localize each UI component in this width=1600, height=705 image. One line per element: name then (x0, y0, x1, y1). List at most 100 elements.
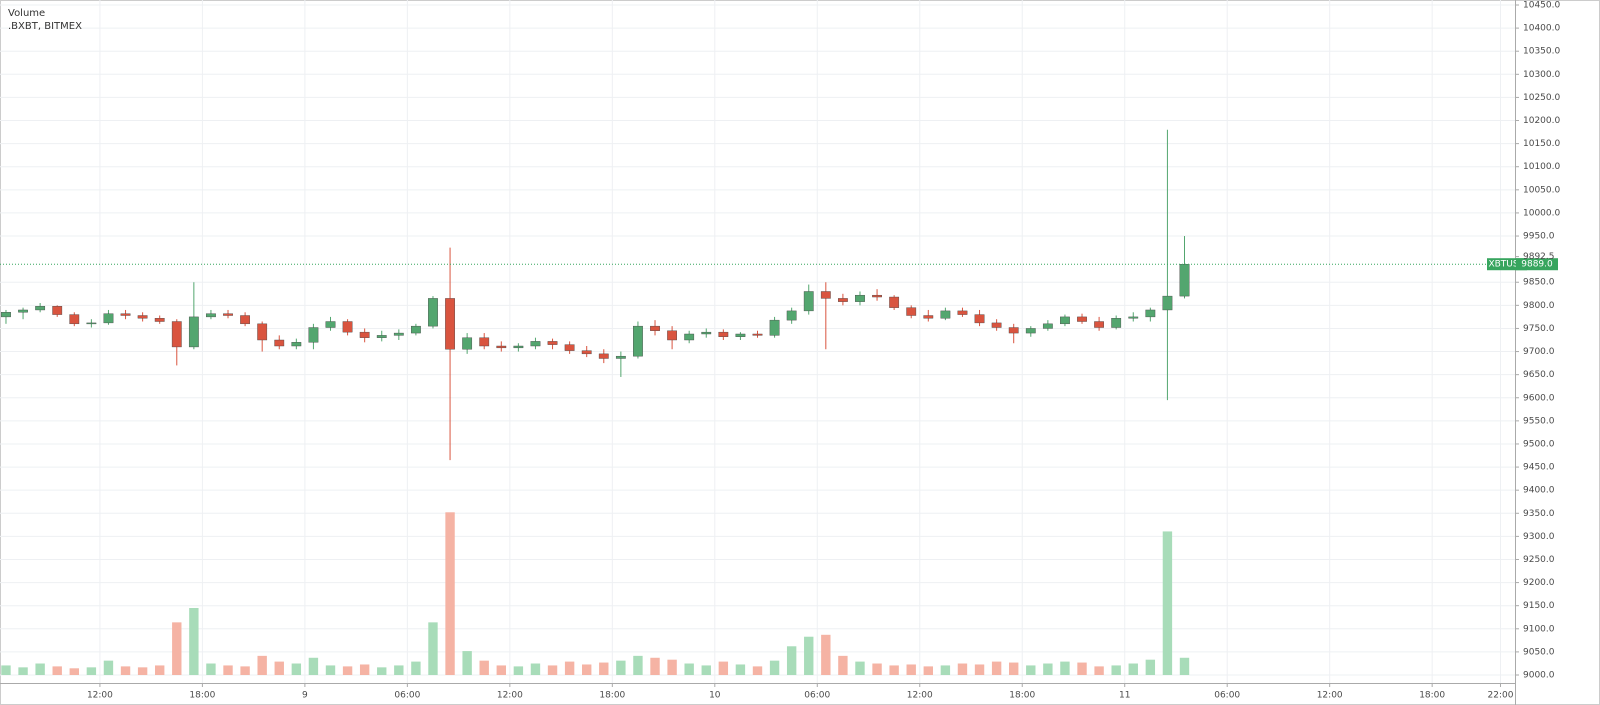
volume-bar (1026, 665, 1036, 675)
volume-bar (1060, 661, 1070, 675)
y-tick-label: 9250.0 (1523, 555, 1555, 565)
volume-bar (564, 661, 575, 675)
volume-bar (718, 661, 729, 675)
volume-bar (189, 608, 199, 675)
candle-body (1094, 321, 1104, 328)
x-tick-label: 06:00 (804, 691, 830, 701)
candle-body (547, 341, 558, 345)
y-tick-label: 9200.0 (1523, 578, 1555, 588)
candle-body (633, 325, 643, 357)
candle-body (479, 337, 490, 347)
x-tick-label: 18:00 (189, 691, 215, 701)
candle-body (974, 314, 985, 324)
volume-bar (377, 667, 387, 675)
candle-body (838, 298, 848, 302)
y-tick-label: 9000.0 (1523, 671, 1555, 681)
y-tick-label: 9150.0 (1523, 601, 1555, 611)
volume-bar (325, 665, 336, 675)
candle-body (684, 333, 695, 341)
volume-bar (223, 665, 233, 675)
candle-body (1, 312, 11, 318)
candle-body (615, 355, 626, 359)
y-tick-label: 10050.0 (1523, 185, 1560, 195)
candle-body (906, 307, 917, 316)
volume-bar (889, 665, 899, 675)
candle-body (786, 310, 797, 321)
x-tick-label: 12:00 (1317, 691, 1343, 701)
y-tick-label: 10150.0 (1523, 139, 1560, 149)
y-tick-label: 9050.0 (1523, 647, 1555, 657)
volume-bar (1128, 663, 1138, 675)
y-tick-label: 9650.0 (1523, 370, 1555, 380)
y-tick-label: 9350.0 (1523, 509, 1555, 519)
y-tick-label: 10200.0 (1523, 116, 1560, 126)
candle-body (701, 331, 712, 335)
legend-entry: Volume (8, 8, 45, 19)
candle-body (496, 345, 507, 349)
candle-body (223, 313, 233, 316)
volume-bar (923, 666, 933, 675)
candle-body (718, 331, 729, 337)
volume-bar (906, 664, 916, 675)
volume-bar (206, 663, 216, 675)
y-tick-label: 10450.0 (1523, 1, 1560, 11)
candle-body (1162, 295, 1173, 311)
x-tick-label: 12:00 (497, 691, 523, 701)
y-tick-label: 9500.0 (1523, 439, 1555, 449)
volume-bar (103, 660, 114, 675)
volume-bar (1094, 666, 1104, 675)
volume-bar (633, 655, 643, 675)
volume-bar (308, 657, 319, 675)
candle-body (889, 296, 900, 308)
volume-bar (855, 661, 865, 675)
volume-bar (821, 634, 831, 675)
y-tick-label: 10400.0 (1523, 24, 1560, 34)
volume-bar (838, 655, 848, 675)
candle-body (188, 316, 199, 348)
candle-body (803, 291, 814, 312)
volume-bar (291, 663, 302, 675)
volume-bar (599, 662, 609, 675)
x-tick-label: 12:00 (907, 691, 933, 701)
y-tick-label: 9400.0 (1523, 486, 1555, 496)
volume-bar (155, 665, 165, 675)
candles (1, 129, 1190, 461)
candle-body (769, 319, 780, 336)
grid (0, 0, 1515, 683)
candle-body (240, 315, 250, 325)
volume-bar (1162, 531, 1173, 675)
x-tick-label: 12:00 (87, 691, 113, 701)
candle-body (171, 321, 182, 348)
candle-body (1145, 309, 1156, 318)
x-tick-label: 18:00 (1009, 691, 1035, 701)
candle-body (598, 353, 609, 359)
candle-body (120, 313, 131, 316)
candle-body (393, 332, 404, 336)
candle-body (103, 313, 114, 324)
volume-bar (616, 660, 626, 675)
volume-bar (342, 666, 353, 675)
volume-bar (1145, 659, 1156, 675)
candle-body (1008, 327, 1019, 334)
candle-body (513, 345, 524, 349)
axes: 10450.0 10400.0 10350.0 10300.0 10250.0 10200… (0, 0, 1560, 705)
volume-bar (650, 657, 660, 675)
candle-body (667, 330, 677, 341)
candle-body (752, 333, 763, 336)
y-tick-label: 9300.0 (1523, 532, 1555, 542)
candle-body (445, 298, 455, 350)
volume-bar (120, 666, 131, 675)
volume-bar (957, 663, 968, 675)
y-tick-label: 9750.0 (1523, 324, 1555, 334)
volume-bar (1077, 662, 1087, 675)
candle-body (274, 339, 285, 347)
candle-body (257, 323, 268, 341)
volume-bar (445, 512, 455, 675)
volume-bar (496, 665, 506, 675)
y-tick-label: 9800.0 (1523, 301, 1555, 311)
y-tick-label: 9850.0 (1523, 278, 1555, 288)
y-tick-label: 9550.0 (1523, 416, 1555, 426)
volume-bar (752, 666, 763, 675)
candle-body (923, 315, 934, 319)
volume-bar (582, 664, 592, 675)
